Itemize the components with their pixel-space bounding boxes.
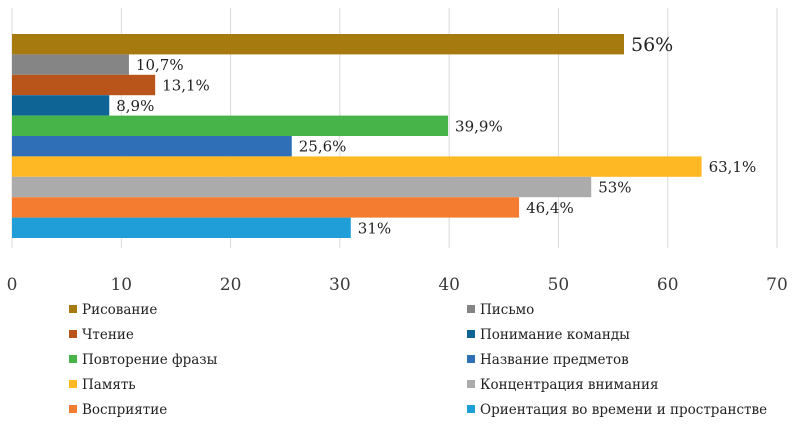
bar (12, 74, 156, 96)
x-tick-label: 0 (7, 275, 18, 295)
legend: Рисование Письмо Чтение Понимание команды По… (69, 302, 767, 418)
legend-item: Понимание команды (467, 327, 630, 343)
legend-label: Память (82, 377, 136, 393)
data-label: 39,9% (455, 117, 503, 135)
bar (12, 115, 449, 136)
legend-label: Концентрация внимания (480, 377, 659, 393)
legend-item: Чтение (69, 327, 134, 343)
bar (12, 34, 624, 55)
data-label: 13,1% (162, 77, 210, 95)
legend-label: Ориентация во времени и пространстве (480, 402, 767, 418)
data-label: 56% (631, 34, 673, 56)
legend-item: Ориентация во времени и пространстве (467, 402, 767, 418)
bar (12, 197, 520, 218)
legend-label: Понимание команды (480, 327, 630, 343)
legend-swatch (69, 305, 77, 313)
data-label: 25,6% (299, 138, 347, 156)
legend-label: Рисование (82, 302, 157, 318)
legend-item: Память (69, 377, 136, 393)
legend-label: Письмо (480, 302, 534, 318)
legend-swatch (69, 355, 77, 363)
legend-item: Письмо (467, 302, 534, 318)
bar (12, 54, 129, 75)
legend-swatch (467, 380, 475, 388)
data-label: 53% (598, 179, 631, 197)
legend-swatch (69, 405, 77, 413)
legend-swatch (467, 330, 475, 338)
legend-swatch (467, 405, 475, 413)
legend-label: Чтение (82, 327, 134, 343)
x-axis-ticks: 0 10 20 30 40 50 60 70 (7, 275, 788, 295)
data-labels: 56% 10,7% 13,1% 8,9% 39,9% 25,6% 63,1% 53% 46,4%… (116, 34, 756, 237)
data-label: 46,4% (526, 199, 574, 217)
legend-swatch (69, 330, 77, 338)
bar (12, 95, 110, 116)
x-tick-label: 30 (329, 275, 351, 295)
x-tick-label: 40 (438, 275, 460, 295)
legend-item: Восприятие (69, 402, 167, 418)
legend-label: Восприятие (82, 402, 167, 418)
legend-item: Повторение фразы (69, 352, 218, 368)
legend-swatch (69, 380, 77, 388)
legend-item: Концентрация внимания (467, 377, 659, 393)
x-tick-label: 50 (548, 275, 570, 295)
legend-swatch (467, 355, 475, 363)
bar (12, 156, 702, 177)
legend-item: Рисование (69, 302, 157, 318)
x-tick-label: 10 (110, 275, 132, 295)
bar (12, 136, 292, 157)
bars (12, 34, 702, 238)
x-tick-label: 20 (220, 275, 242, 295)
bar (12, 217, 351, 238)
legend-label: Название предметов (480, 352, 629, 368)
data-label: 63,1% (709, 158, 757, 176)
legend-item: Название предметов (467, 352, 629, 368)
data-label: 8,9% (116, 97, 154, 115)
legend-swatch (467, 305, 475, 313)
bar (12, 176, 592, 198)
x-tick-label: 60 (657, 275, 679, 295)
x-tick-label: 70 (766, 275, 788, 295)
data-label: 10,7% (136, 56, 184, 74)
legend-label: Повторение фразы (82, 352, 218, 368)
data-label: 31% (358, 219, 391, 237)
